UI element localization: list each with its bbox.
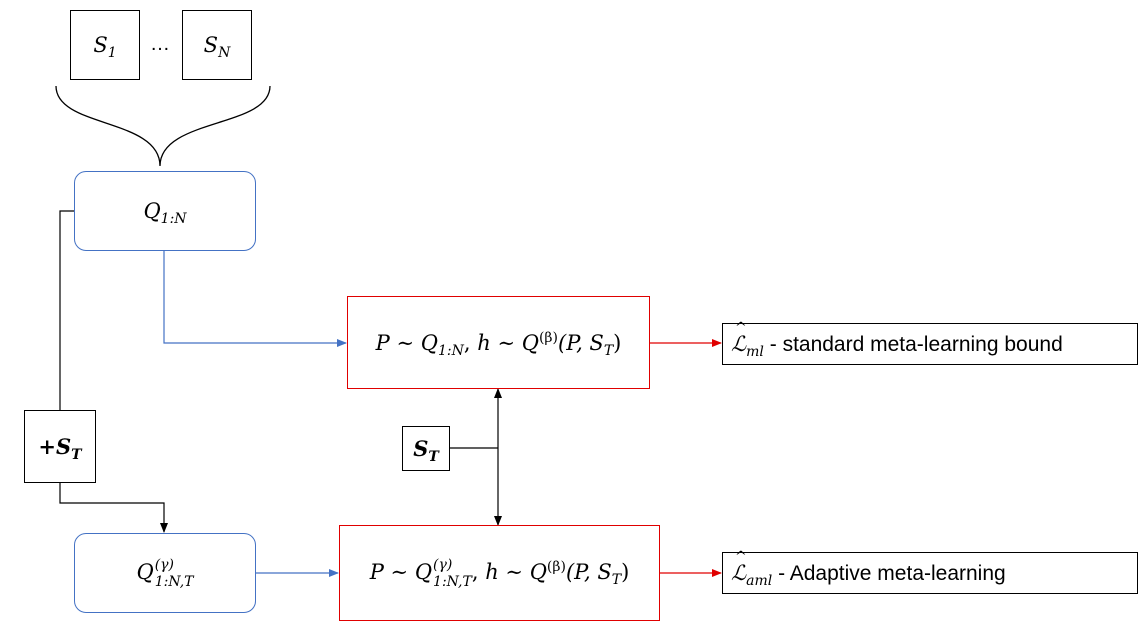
qgamma-label: Q (γ) 1:N,T xyxy=(137,558,194,589)
adaptive-posterior-formula: P ∼ Q (γ) 1:N,T, h ∼ Q(β)(P, ST) xyxy=(370,558,630,589)
curly-brace xyxy=(56,86,270,166)
line-q1n-to-plus-st xyxy=(60,211,75,410)
plus-st-label: +ST xyxy=(38,434,81,459)
box-s1: S1 xyxy=(70,10,140,80)
box-bound-standard: ℒml - standard meta-learning bound xyxy=(722,323,1138,365)
box-standard-posterior: P ∼ Q1:N, h ∼ Q(β)(P, ST) xyxy=(347,296,650,389)
box-st: ST xyxy=(402,426,450,471)
ellipsis: … xyxy=(150,33,170,56)
arrow-q1n-to-standard xyxy=(164,251,346,343)
bound-standard-label: ℒml - standard meta-learning bound xyxy=(731,332,1063,357)
arrow-plus-st-to-qgamma xyxy=(60,483,164,532)
st-label: ST xyxy=(413,436,439,461)
box-qgamma: Q (γ) 1:N,T xyxy=(74,533,256,613)
box-sn: SN xyxy=(182,10,252,80)
box-adaptive-posterior: P ∼ Q (γ) 1:N,T, h ∼ Q(β)(P, ST) xyxy=(339,525,660,621)
q1n-label: Q1:N xyxy=(143,199,186,223)
s1-label: S1 xyxy=(93,33,116,57)
box-q1n: Q1:N xyxy=(74,171,256,251)
box-bound-adaptive: ℒaml - Adaptive meta-learning xyxy=(722,552,1138,594)
bound-adaptive-label: ℒaml - Adaptive meta-learning xyxy=(731,561,1006,586)
standard-posterior-formula: P ∼ Q1:N, h ∼ Q(β)(P, ST) xyxy=(376,331,622,355)
box-plus-st: +ST xyxy=(24,410,96,483)
sn-label: SN xyxy=(204,33,231,57)
